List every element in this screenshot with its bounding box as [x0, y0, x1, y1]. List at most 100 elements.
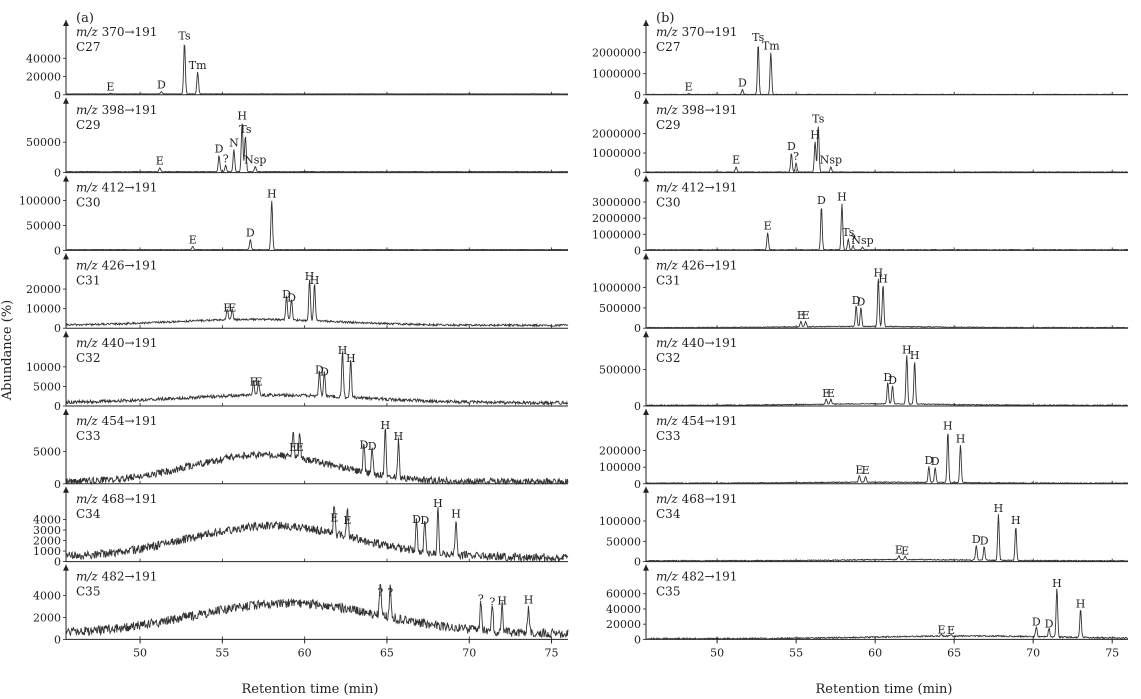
peak-label: D [412, 513, 421, 526]
y-tick-label: 2000000 [592, 127, 641, 140]
peak-label: E [862, 464, 870, 477]
peak-label: ? [478, 592, 484, 605]
peak-label: Nsp [851, 234, 873, 247]
x-tick-label: 65 [380, 646, 394, 659]
peak-label: E [228, 302, 236, 315]
chromatogram-trace [65, 279, 569, 328]
peak-label: D [817, 194, 826, 207]
peak-label: Nsp [244, 154, 266, 167]
peak-label: H [267, 188, 277, 201]
y-tick-label: 0 [54, 322, 61, 335]
peak-label: Ts [812, 113, 825, 126]
y-tick-label: 0 [54, 478, 61, 491]
carbon-label: C31 [76, 273, 100, 287]
y-tick-label: 3000 [33, 524, 61, 537]
carbon-label: C32 [656, 351, 680, 365]
peak-label: ? [223, 152, 229, 165]
peak-label: E [827, 387, 835, 400]
peak-label: H [1011, 514, 1021, 527]
peak-label: E [296, 441, 304, 454]
carbon-label: C31 [656, 273, 680, 287]
peak-label: H [310, 274, 320, 287]
x-axes-group: 50 55 60 65 70 75 50 55 60 65 70 75 [133, 639, 1119, 659]
transition-label: m/z 482→191 [76, 570, 157, 584]
y-tick-label: 100000 [19, 195, 61, 208]
peak-label: Ts [239, 123, 252, 136]
chromatogram-trace [645, 126, 1129, 173]
transition-label: m/z 468→191 [656, 492, 737, 506]
peak-label: D [980, 534, 989, 547]
peak-label: H [237, 110, 247, 123]
peak-label: H [956, 433, 966, 446]
y-axis-arrow-icon [643, 564, 649, 571]
y-tick-label: 10000 [26, 303, 61, 316]
peak-label: D [883, 371, 892, 384]
transition-label: m/z 412→191 [76, 181, 157, 195]
chromatogram-trace [645, 203, 1128, 251]
y-tick-label: 2000000 [592, 212, 641, 225]
peak-label: E [289, 441, 297, 454]
carbon-label: C33 [656, 429, 680, 443]
carbon-label: C34 [656, 507, 681, 521]
peak-label: D [282, 288, 291, 301]
y-tick-label: 500000 [599, 302, 641, 315]
chromatogram-trace [645, 278, 1129, 329]
carbon-label: C30 [656, 196, 680, 210]
peak-label: D [359, 439, 368, 452]
y-tick-label: 0 [54, 633, 61, 646]
carbon-label: C27 [656, 40, 680, 54]
y-tick-label: 40000 [26, 52, 61, 65]
y-tick-label: 50000 [606, 535, 641, 548]
peak-label: E [250, 375, 258, 388]
y-tick-label: 200000 [599, 445, 641, 458]
peak-label: E [855, 463, 863, 476]
chromatogram-trace [66, 123, 568, 173]
carbon-label: C30 [76, 196, 100, 210]
x-tick-label: 60 [868, 646, 882, 659]
x-tick-label: 75 [1105, 646, 1119, 659]
chromatogram-trace [645, 355, 1129, 407]
peak-label: D [924, 454, 933, 467]
transition-label: m/z 468→191 [76, 492, 157, 506]
y-axis-arrow-icon [643, 175, 649, 182]
y-tick-label: 0 [54, 400, 61, 413]
peak-label: Nsp [820, 154, 842, 167]
chromatogram-trace [65, 506, 569, 563]
x-tick-label: 55 [789, 646, 803, 659]
peak-label: H [910, 349, 920, 362]
transition-label: m/z 426→191 [76, 258, 157, 272]
transition-label: m/z 440→191 [656, 336, 737, 350]
y-tick-label: 0 [634, 633, 641, 646]
chromatogram-trace [645, 46, 1128, 96]
peak-label: D [215, 143, 224, 156]
carbon-label: C29 [76, 118, 100, 132]
peak-label: Ts [178, 30, 191, 43]
chromatogram-trace [65, 584, 569, 639]
peak-label: E [156, 155, 164, 168]
chromatogram-trace [645, 433, 1129, 485]
y-axis-arrow-icon [63, 331, 69, 338]
peak-label: H [346, 352, 356, 365]
peak-label: H [1076, 597, 1086, 610]
transition-label: m/z 370→191 [656, 25, 737, 39]
y-tick-label: 0 [634, 322, 641, 335]
y-axis-arrow-icon [63, 175, 69, 182]
peak-label: E [895, 544, 903, 557]
x-tick-label: 50 [710, 646, 724, 659]
y-tick-label: 500000 [599, 363, 641, 376]
peak-label: D [972, 533, 981, 546]
y-axis-arrow-icon [643, 97, 649, 104]
carbon-label: C35 [76, 585, 100, 599]
peak-label: Tm [189, 59, 207, 72]
chromatogram-trace [65, 428, 569, 486]
y-axis-arrow-icon [63, 20, 69, 26]
